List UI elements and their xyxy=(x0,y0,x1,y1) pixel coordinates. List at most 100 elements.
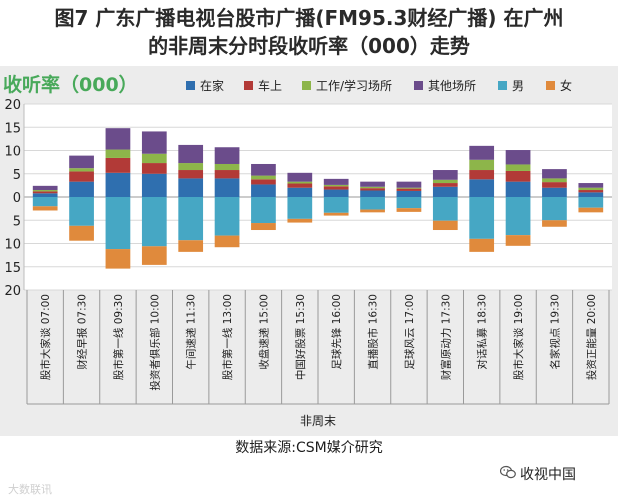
bar-car xyxy=(32,191,58,194)
bar-male xyxy=(360,197,385,210)
x-tick-label: 股市大家谈 19:00 xyxy=(512,294,525,380)
y-axis-title: 收听率（000） xyxy=(3,74,138,96)
bar-female xyxy=(432,220,458,231)
bar-work xyxy=(69,168,94,172)
bar-other xyxy=(251,163,276,176)
bar-female xyxy=(469,238,495,252)
bar-home xyxy=(141,173,167,197)
brand-label: 收视中国 xyxy=(520,467,576,483)
y-tick-label: 10 xyxy=(4,145,21,160)
legend-label-home: 在家 xyxy=(200,78,225,93)
x-tick-label: 财经早报 07:30 xyxy=(76,294,89,370)
x-tick-label: 收盘速递 15:00 xyxy=(257,294,270,370)
bar-other xyxy=(542,169,567,179)
legend-swatch-female xyxy=(546,80,555,90)
bar-male xyxy=(105,197,131,250)
bar-work xyxy=(542,178,567,183)
bar-home xyxy=(396,190,422,197)
legend-swatch-male xyxy=(498,80,507,90)
bar-female xyxy=(505,235,531,246)
y-tick-label: 20 xyxy=(4,284,21,299)
bar-other xyxy=(105,128,131,150)
y-tick-label: 20 xyxy=(4,98,21,113)
bar-other xyxy=(178,144,204,164)
bar-female xyxy=(323,212,349,216)
bar-other xyxy=(323,178,349,185)
bar-home xyxy=(505,181,531,197)
legend-label-other: 其他场所 xyxy=(428,78,477,93)
bar-home xyxy=(251,184,276,197)
bar-work xyxy=(323,184,349,187)
legend-label-car: 车上 xyxy=(258,78,283,93)
bar-car xyxy=(396,188,422,191)
bar-home xyxy=(578,192,604,197)
bar-other xyxy=(396,181,422,188)
bar-female xyxy=(32,206,58,211)
bar-female xyxy=(396,208,422,212)
x-tick-label: 财富原动力 17:30 xyxy=(439,294,452,380)
bar-female xyxy=(578,207,604,213)
bar-home xyxy=(542,187,567,197)
bar-other xyxy=(432,170,458,180)
x-tick-label: 股市第一线 09:30 xyxy=(112,294,125,380)
x-tick-label: 投资正能量 20:00 xyxy=(585,294,598,380)
bar-home xyxy=(32,193,58,197)
bar-male xyxy=(432,197,458,221)
bar-work xyxy=(141,153,167,164)
legend-label-female: 女 xyxy=(560,78,573,93)
bar-male xyxy=(141,197,167,247)
bar-female xyxy=(287,218,313,223)
bar-car xyxy=(214,170,240,179)
x-tick-label: 直播股市 16:30 xyxy=(367,294,380,370)
bar-work xyxy=(251,175,276,180)
bar-other xyxy=(505,150,531,165)
bar-other xyxy=(32,185,58,191)
bar-car xyxy=(469,170,495,180)
x-tick-label: 中国好股票 15:30 xyxy=(294,294,307,380)
bar-other xyxy=(469,145,495,160)
legend-swatch-work xyxy=(302,80,311,90)
bar-male xyxy=(214,197,240,236)
chart-title-line1: 图7 广东广播电视台股市广播(FM95.3财经广播) 在广州 xyxy=(54,6,564,30)
bar-female xyxy=(69,225,94,241)
y-tick-label: 5 xyxy=(13,214,21,229)
chart-title-line2: 的非周末分时段收听率（000）走势 xyxy=(148,34,470,58)
x-axis-title: 非周末 xyxy=(300,414,336,428)
bar-male xyxy=(178,197,204,241)
legend-swatch-home xyxy=(186,80,195,90)
bar-car xyxy=(251,179,276,185)
legend-item-female: 女 xyxy=(546,74,572,96)
bar-car xyxy=(432,183,458,187)
bar-male xyxy=(287,197,313,219)
bar-car xyxy=(578,190,604,193)
bar-male xyxy=(396,197,422,209)
bar-work xyxy=(178,163,204,171)
x-tick-label: 股市第一线 13:00 xyxy=(221,294,234,380)
bar-work xyxy=(432,179,458,184)
y-tick-label: 15 xyxy=(4,261,21,276)
y-tick-label: 10 xyxy=(4,238,21,253)
bar-work xyxy=(578,187,604,191)
bar-car xyxy=(323,186,349,190)
x-tick-label: 股市大家谈 07:00 xyxy=(39,294,52,380)
bar-female xyxy=(105,249,131,269)
bar-male xyxy=(69,197,94,226)
bar-car xyxy=(287,183,313,188)
bar-home xyxy=(432,186,458,197)
legend-swatch-other xyxy=(414,80,423,90)
bar-home xyxy=(360,190,385,197)
bar-car xyxy=(542,182,567,188)
bar-male xyxy=(32,197,58,207)
source-caption: 数据来源:CSM媒介研究 xyxy=(235,440,383,456)
legend-swatch-car xyxy=(244,80,253,90)
bar-male xyxy=(323,197,349,213)
bar-work xyxy=(469,159,495,171)
bar-other xyxy=(69,155,94,169)
bar-other xyxy=(360,181,385,187)
bar-home xyxy=(469,179,495,197)
legend-label-work: 工作/学习场所 xyxy=(316,78,393,93)
bar-other xyxy=(578,183,604,188)
y-tick-label: 0 xyxy=(13,191,21,206)
y-tick-label: 15 xyxy=(4,121,21,136)
